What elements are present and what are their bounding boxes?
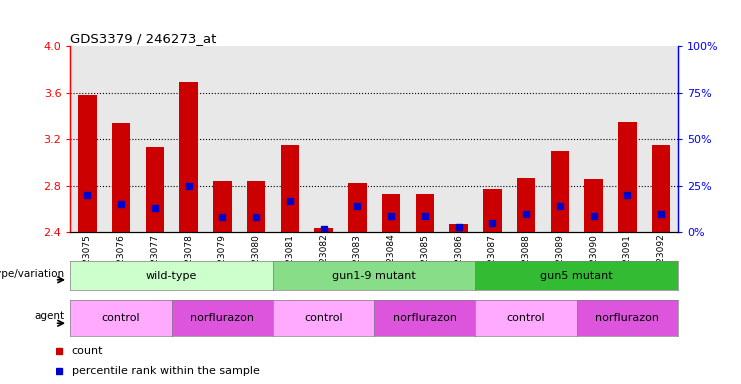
Bar [483,189,502,232]
Text: count: count [71,346,103,356]
Bar [281,145,299,232]
Bar [449,224,468,232]
Bar [348,184,367,232]
Bar [179,82,198,232]
Bar [416,194,434,232]
Text: control: control [102,313,140,323]
Bar [145,147,164,232]
Text: control: control [305,313,343,323]
Text: norflurazon: norflurazon [393,313,457,323]
Bar [213,181,232,232]
Bar [516,178,536,232]
Bar [314,228,333,232]
Bar [78,95,96,232]
Text: agent: agent [35,311,64,321]
Bar [551,151,569,232]
Text: control: control [507,313,545,323]
Bar [247,181,265,232]
Text: wild-type: wild-type [146,270,197,281]
Text: norflurazon: norflurazon [190,313,254,323]
Bar [382,194,400,232]
Text: genotype/variation: genotype/variation [0,269,64,279]
Bar [112,123,130,232]
Bar [652,145,671,232]
Bar [585,179,603,232]
Bar [618,122,637,232]
Text: gun1-9 mutant: gun1-9 mutant [332,270,416,281]
Text: norflurazon: norflurazon [595,313,659,323]
Text: percentile rank within the sample: percentile rank within the sample [71,366,259,376]
Text: gun5 mutant: gun5 mutant [540,270,613,281]
Text: GDS3379 / 246273_at: GDS3379 / 246273_at [70,32,217,45]
